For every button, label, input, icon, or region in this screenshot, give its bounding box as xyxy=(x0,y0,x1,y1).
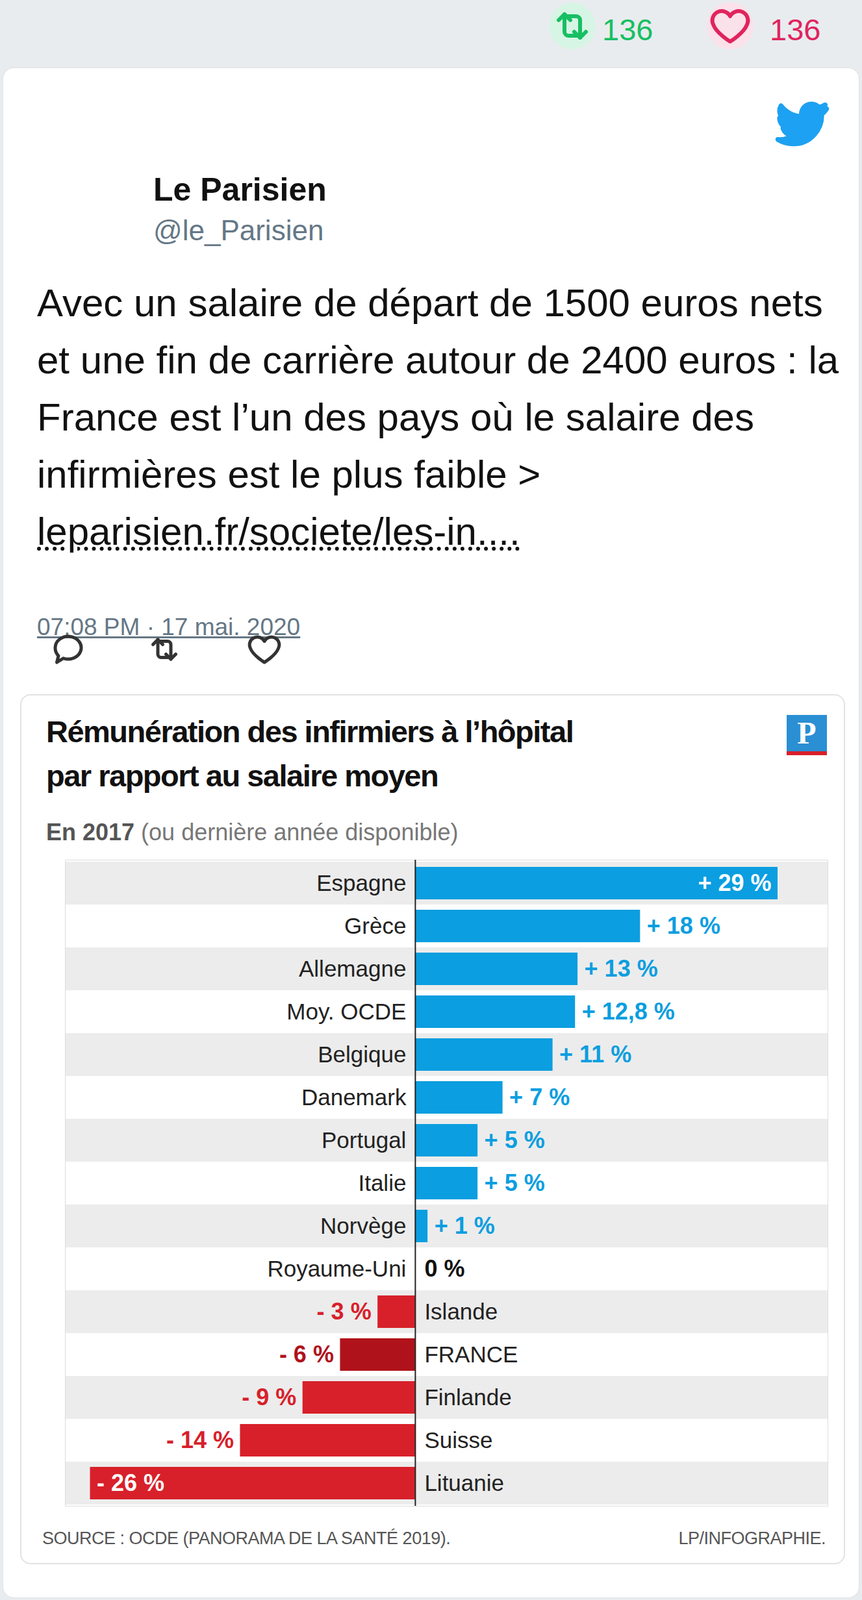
html-text:En 2017 (ou dernière année dis: En 2017 (ou dernière année disponible) xyxy=(46,819,459,846)
svg-text:- 14 %: - 14 % xyxy=(166,1427,234,1454)
svg-text:Grèce: Grèce xyxy=(344,913,406,939)
html-text:SOURCE : OCDE (PANORAMA DE LA: SOURCE : OCDE (PANORAMA DE LA SANTÉ 2019… xyxy=(42,1529,451,1549)
svg-text:+ 7 %: + 7 % xyxy=(509,1084,570,1111)
html-text:leparisien.fr/societe/les-in..: leparisien.fr/societe/les-in.... xyxy=(37,509,521,554)
html-text:136: 136 xyxy=(602,12,654,47)
svg-text:Espagne: Espagne xyxy=(316,870,406,896)
svg-text:+ 18 %: + 18 % xyxy=(646,912,721,940)
html-text:LP/INFOGRAPHIE.: LP/INFOGRAPHIE. xyxy=(678,1529,826,1549)
svg-text:- 3 %: - 3 % xyxy=(316,1298,372,1326)
svg-text:Suisse: Suisse xyxy=(424,1427,493,1454)
svg-text:Islande: Islande xyxy=(424,1299,498,1325)
svg-text:Royaume-Uni: Royaume-Uni xyxy=(266,1256,406,1282)
svg-text:+ 11 %: + 11 % xyxy=(559,1041,632,1068)
svg-text:FRANCE: FRANCE xyxy=(424,1342,518,1368)
svg-text:+ 5 %: + 5 % xyxy=(484,1127,546,1154)
svg-text:Finlande: Finlande xyxy=(424,1384,512,1411)
html-text:@le_Parisien: @le_Parisien xyxy=(153,214,324,247)
svg-text:Portugal: Portugal xyxy=(321,1127,406,1154)
svg-text:Italie: Italie xyxy=(357,1170,406,1196)
svg-text:+ 12,8 %: + 12,8 % xyxy=(582,998,675,1026)
svg-text:Lituanie: Lituanie xyxy=(424,1470,505,1496)
svg-text:- 26 %: - 26 % xyxy=(96,1470,165,1497)
html-text:Avec un salaire de départ de 1: Avec un salaire de départ de 1500 euros … xyxy=(37,281,839,497)
svg-text:Moy. OCDE: Moy. OCDE xyxy=(286,999,406,1025)
svg-text:- 6 %: - 6 % xyxy=(279,1341,334,1369)
svg-text:+ 5 %: + 5 % xyxy=(484,1169,546,1197)
svg-text:+ 1 %: + 1 % xyxy=(434,1212,495,1240)
svg-text:+ 13 %: + 13 % xyxy=(584,955,659,983)
svg-text:0 %: 0 % xyxy=(424,1255,465,1283)
svg-text:- 9 %: - 9 % xyxy=(241,1384,297,1411)
html-text:Rémunération des infirmiers à: Rémunération des infirmiers à l’hôpital … xyxy=(46,714,574,794)
svg-text:Danemark: Danemark xyxy=(301,1084,407,1111)
svg-text:Belgique: Belgique xyxy=(317,1041,406,1068)
html-text:Le Parisien: Le Parisien xyxy=(153,171,327,208)
svg-text:Norvège: Norvège xyxy=(320,1213,406,1239)
svg-text:+ 29 %: + 29 % xyxy=(697,869,772,897)
html-text:136: 136 xyxy=(769,12,821,47)
html-text:07:08 PM · 17 mai. 2020: 07:08 PM · 17 mai. 2020 xyxy=(37,613,301,641)
html-text:P: P xyxy=(797,715,817,751)
svg-text:Allemagne: Allemagne xyxy=(298,956,406,982)
